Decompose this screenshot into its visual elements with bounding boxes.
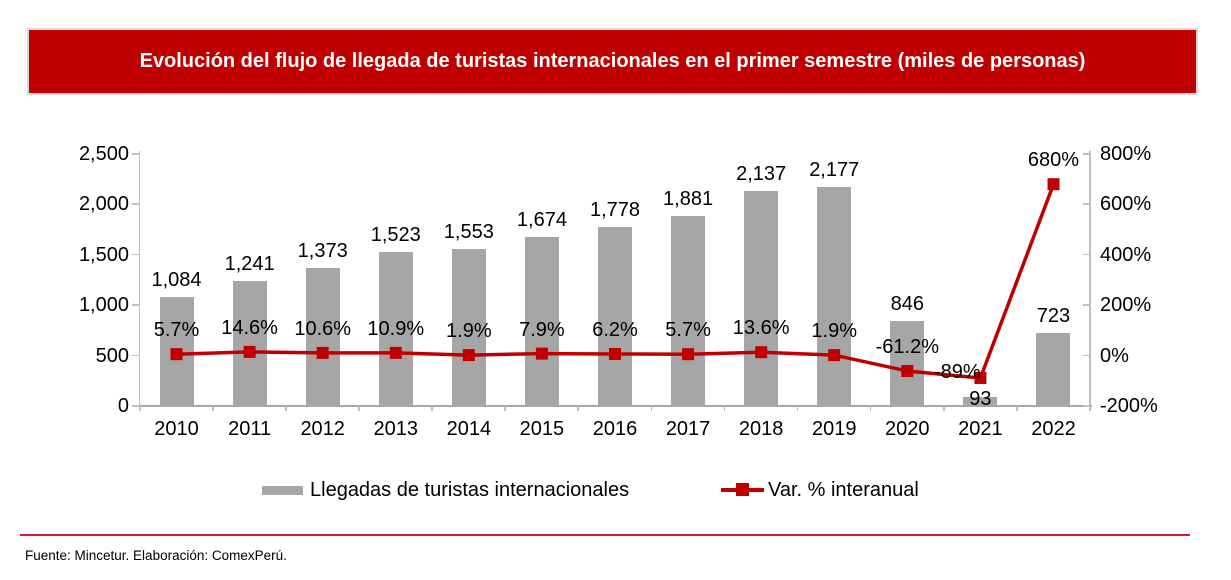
right-axis-tick	[1083, 304, 1090, 306]
x-label-2016: 2016	[592, 418, 638, 440]
footer-divider-rule	[20, 534, 1190, 536]
left-axis-tick-label: 1,000	[78, 294, 129, 317]
pct-label-2020: -61.2%	[875, 336, 939, 359]
bar-label-2017: 1,881	[663, 188, 714, 211]
x-axis-tick	[1089, 406, 1091, 411]
x-label-2019: 2019	[811, 418, 857, 440]
legend-item-line: Var. % interanual	[721, 478, 919, 502]
left-axis-tick-label: 1,500	[78, 243, 129, 266]
bar-2017	[671, 216, 706, 406]
x-axis-tick	[650, 406, 653, 411]
legend-line-label: Var. % interanual	[768, 479, 919, 501]
x-axis-tick	[796, 406, 799, 411]
x-label-2013: 2013	[373, 418, 419, 440]
pct-label-2019: 1.9%	[811, 320, 858, 343]
x-axis-tick	[285, 406, 287, 411]
x-axis-tick	[212, 406, 214, 411]
pct-label-2013: 10.9%	[367, 317, 425, 340]
bar-label-2021: 93	[969, 387, 992, 410]
right-axis-tick	[1083, 405, 1090, 407]
x-label-2017: 2017	[665, 418, 711, 440]
bar-2010	[159, 296, 194, 406]
left-axis-tick	[132, 203, 139, 206]
chart-legend: Llegadas de turistas internacionales Var…	[0, 478, 1231, 504]
pct-label-2018: 13.6%	[732, 317, 790, 340]
legend-line-marker-icon	[736, 483, 749, 496]
x-axis-tick	[431, 406, 433, 411]
right-axis-tick-label: 600%	[1100, 193, 1152, 216]
x-label-2012: 2012	[300, 418, 345, 440]
bar-2021	[963, 396, 998, 406]
x-axis-tick	[577, 406, 580, 411]
x-label-2010: 2010	[154, 418, 199, 440]
bar-label-2019: 2,177	[809, 158, 860, 181]
pct-label-2016: 6.2%	[592, 319, 638, 342]
chart-title: Evolución del flujo de llegada de turist…	[139, 50, 1086, 72]
right-axis-tick-label: -200%	[1100, 395, 1158, 417]
right-axis-tick-label: 800%	[1100, 143, 1152, 165]
x-axis-tick	[504, 406, 507, 411]
legend-line-swatch	[721, 483, 764, 497]
right-axis-tick	[1083, 253, 1090, 256]
x-axis-tick	[139, 406, 141, 411]
pct-label-2014: 1.9%	[446, 320, 492, 343]
bar-2018	[744, 190, 779, 406]
left-axis-tick-label: 500	[95, 344, 129, 367]
pct-label-2017: 5.7%	[665, 319, 711, 342]
x-label-2014: 2014	[446, 418, 492, 440]
source-note: Fuente: Mincetur. Elaboración: ComexPerú…	[25, 548, 287, 563]
left-axis-tick-label: 0	[117, 395, 129, 417]
left-axis-tick-label: 2,500	[78, 143, 129, 165]
left-axis-tick	[132, 253, 139, 256]
x-axis-tick	[1015, 406, 1018, 411]
right-axis-tick	[1083, 153, 1090, 155]
pct-label-2010: 5.7%	[153, 319, 200, 342]
bar-label-2018: 2,137	[736, 162, 787, 185]
chart-title-banner: Evolución del flujo de llegada de turist…	[27, 28, 1198, 95]
left-axis-tick	[132, 354, 139, 357]
x-axis-tick	[723, 406, 726, 411]
pct-label-2015: 7.9%	[519, 318, 565, 341]
x-label-2011: 2011	[228, 418, 272, 440]
x-label-2022: 2022	[1031, 418, 1076, 440]
bar-2022	[1036, 333, 1071, 406]
right-axis-line	[1089, 151, 1091, 406]
pct-label-2012: 10.6%	[294, 317, 352, 340]
right-axis-tick-label: 400%	[1100, 243, 1152, 266]
pct-label-2022: 680%	[1027, 149, 1080, 172]
x-axis-line	[138, 405, 1092, 407]
pct-label-2011: 14.6%	[221, 316, 278, 339]
x-label-2018: 2018	[738, 418, 784, 440]
x-label-2021: 2021	[958, 418, 1003, 440]
left-axis-tick	[132, 405, 139, 407]
right-axis-tick-label: 200%	[1100, 294, 1152, 317]
legend-bar-swatch	[262, 485, 303, 495]
bar-label-2020: 846	[890, 292, 924, 315]
left-axis-tick	[132, 304, 139, 306]
right-axis-tick-label: 0%	[1100, 344, 1129, 367]
left-axis-tick	[132, 153, 139, 155]
x-axis-tick	[942, 406, 945, 411]
legend-bar-label: Llegadas de turistas internacionales	[310, 479, 630, 501]
legend-item-bars: Llegadas de turistas internacionales	[262, 478, 629, 502]
bar-2016	[598, 226, 632, 406]
pct-label-2021: -89%	[934, 361, 981, 384]
left-axis-line	[138, 151, 141, 406]
line-marker-2022	[1047, 178, 1060, 191]
x-label-2015: 2015	[519, 418, 565, 440]
x-label-2020: 2020	[885, 418, 930, 440]
bar-2011	[232, 280, 267, 406]
right-axis-tick	[1083, 203, 1090, 206]
x-axis-tick	[358, 406, 360, 411]
bar-label-2022: 723	[1036, 305, 1071, 328]
left-axis-tick-label: 2,000	[78, 193, 129, 216]
x-axis-tick	[869, 406, 872, 411]
right-axis-tick	[1083, 354, 1090, 357]
